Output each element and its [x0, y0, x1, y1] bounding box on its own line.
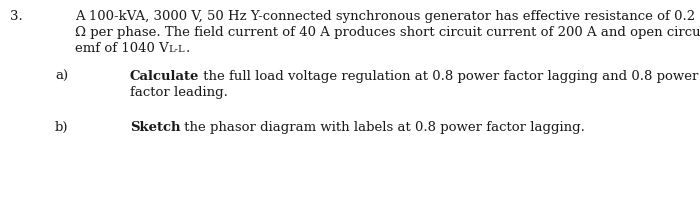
Text: a): a) — [55, 70, 68, 83]
Text: .: . — [186, 42, 190, 55]
Text: the phasor diagram with labels at 0.8 power factor lagging.: the phasor diagram with labels at 0.8 po… — [181, 121, 585, 134]
Text: 3.: 3. — [10, 10, 22, 23]
Text: the full load voltage regulation at 0.8 power factor lagging and 0.8 power: the full load voltage regulation at 0.8 … — [199, 70, 699, 83]
Text: Sketch: Sketch — [130, 121, 181, 134]
Text: Calculate: Calculate — [130, 70, 199, 83]
Text: factor leading.: factor leading. — [130, 86, 228, 99]
Text: A 100-kVA, 3000 V, 50 Hz Y-connected synchronous generator has effective resista: A 100-kVA, 3000 V, 50 Hz Y-connected syn… — [75, 10, 695, 23]
Text: L-L: L-L — [169, 45, 186, 54]
Text: Ω per phase. The field current of 40 A produces short circuit current of 200 A a: Ω per phase. The field current of 40 A p… — [75, 26, 700, 39]
Text: b): b) — [55, 121, 69, 134]
Text: emf of 1040 V: emf of 1040 V — [75, 42, 169, 55]
